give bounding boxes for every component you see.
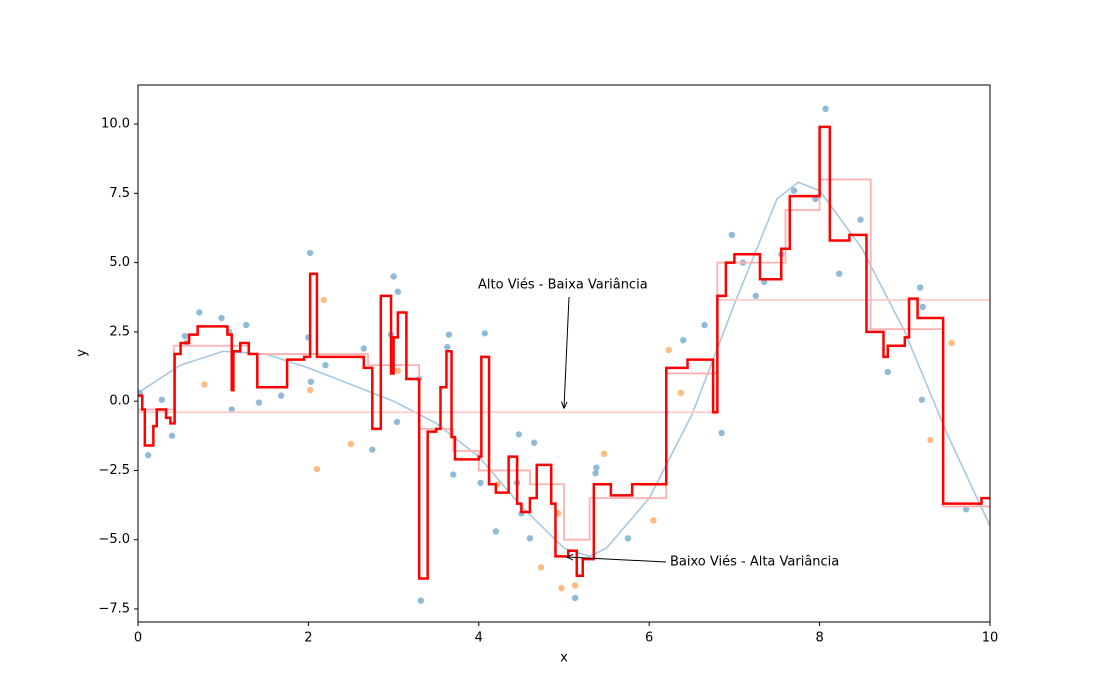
scatter-point	[752, 292, 759, 300]
scatter-point	[728, 231, 736, 239]
scatter-point	[218, 314, 225, 322]
scatter-point	[307, 378, 315, 385]
scatter-point	[369, 446, 376, 453]
scatter-point	[677, 389, 684, 397]
scatter-point	[571, 594, 579, 602]
axes-frame	[137, 84, 991, 623]
scatter-point	[835, 270, 843, 277]
y-tick-label: −7.5	[98, 601, 130, 616]
scatter-point	[255, 399, 263, 406]
scatter-point	[158, 396, 166, 403]
scatter-point	[962, 506, 970, 513]
scatter-point	[571, 582, 579, 589]
scatter-point	[196, 309, 203, 316]
scatter-point	[530, 439, 538, 446]
y-tick-label: 0.0	[109, 394, 130, 409]
y-axis-label: y	[75, 349, 90, 357]
y-tick-label: −5.0	[98, 532, 130, 547]
true-function-line	[138, 181, 990, 558]
scatter-point	[320, 296, 327, 304]
y-tick-label: 7.5	[109, 186, 130, 201]
x-axis-label: x	[560, 651, 568, 666]
scatter-point	[243, 321, 250, 329]
x-tick-label: 4	[475, 631, 483, 646]
scatter-point	[718, 429, 725, 437]
scatter-point	[680, 336, 687, 344]
x-tick-label: 0	[134, 631, 142, 646]
tree-step-line	[138, 299, 990, 414]
scatter-point	[181, 332, 189, 340]
scatter-point	[492, 528, 500, 535]
scatter-point	[650, 517, 657, 524]
scatter-point	[916, 284, 924, 291]
scatter-point	[168, 432, 176, 439]
scatter-point	[390, 273, 397, 280]
annotation: Alto Viés - Baixa Variância	[478, 278, 648, 293]
scatter-point	[277, 392, 285, 399]
annotation: Baixo Viés - Alta Variância	[670, 555, 839, 570]
scatter-point	[790, 187, 798, 194]
scatter-point	[417, 597, 425, 604]
scatter-point	[201, 381, 208, 388]
x-tick-label: 8	[815, 631, 823, 646]
scatter-point	[948, 339, 955, 347]
x-tick-label: 6	[645, 631, 653, 646]
scatter-point	[701, 321, 708, 329]
scatter-point	[884, 368, 891, 376]
scatter-point	[919, 303, 926, 311]
scatter-point	[477, 479, 484, 487]
scatter-point	[313, 465, 321, 473]
x-tick-label: 2	[304, 631, 312, 646]
scatter-point	[515, 431, 523, 438]
series-layer	[138, 105, 990, 604]
y-tick-label: 2.5	[109, 324, 130, 339]
scatter-point	[624, 535, 632, 542]
annotation-arrow	[567, 557, 667, 563]
scatter-point	[347, 440, 355, 448]
scatter-point	[481, 330, 488, 337]
scatter-point	[360, 345, 367, 352]
scatter-point	[306, 386, 314, 394]
y-tick-label: 10.0	[101, 117, 130, 132]
scatter-point	[145, 451, 152, 459]
scatter-point	[444, 343, 451, 351]
y-tick-label: −2.5	[98, 463, 130, 478]
tree-step-line	[138, 178, 990, 541]
scatter-point	[918, 396, 926, 403]
scatter-point	[526, 535, 534, 542]
x-tick-label: 10	[982, 631, 999, 646]
scatter-point	[445, 331, 453, 338]
scatter-point	[600, 450, 608, 458]
annotation-arrow	[564, 296, 570, 408]
y-tick-label: 5.0	[109, 255, 130, 270]
plot-area	[138, 105, 990, 604]
scatter-point	[593, 464, 600, 471]
scatter-point	[592, 470, 599, 477]
scatter-point	[537, 564, 545, 571]
scatter-point	[822, 105, 829, 113]
scatter-point	[228, 406, 235, 413]
scatter-point	[450, 471, 457, 478]
scatter-point	[394, 367, 402, 374]
scatter-point	[857, 216, 864, 223]
scatter-point	[927, 436, 934, 444]
scatter-point	[558, 584, 565, 592]
tree-step-line	[138, 125, 990, 580]
scatter-point	[393, 418, 401, 426]
scatter-point	[322, 361, 329, 369]
scatter-point	[665, 346, 672, 354]
scatter-point	[394, 288, 402, 295]
scatter-point	[306, 249, 314, 257]
